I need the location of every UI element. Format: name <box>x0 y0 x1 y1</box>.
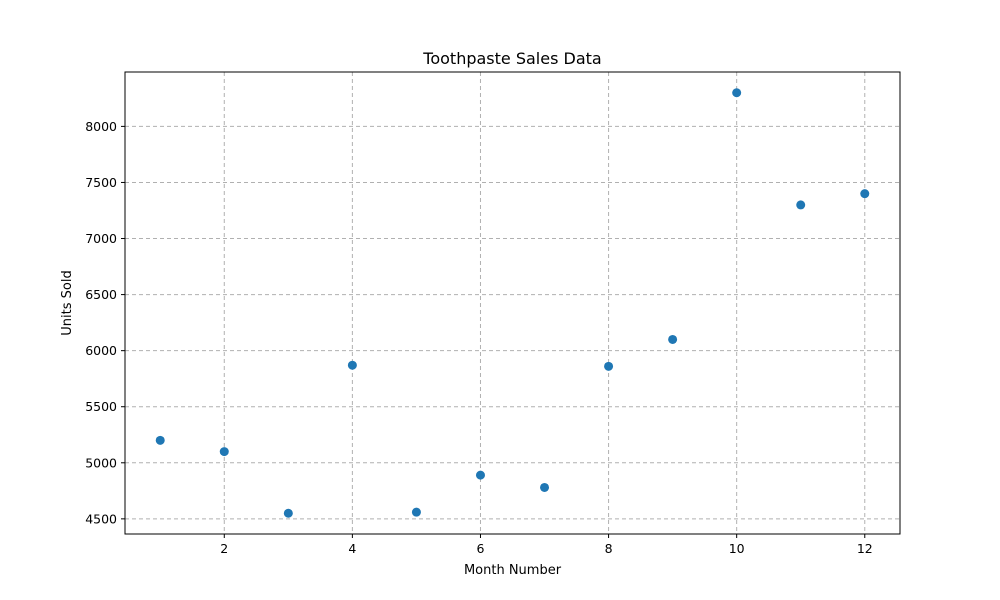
y-tick-label: 5000 <box>85 455 117 470</box>
x-tick-label: 8 <box>605 541 613 556</box>
y-axis-label: Units Sold <box>60 270 75 335</box>
x-axis-label: Month Number <box>464 563 562 578</box>
data-points <box>155 88 870 518</box>
x-tick-label: 4 <box>348 541 356 556</box>
data-point <box>668 334 678 344</box>
data-point <box>411 507 421 517</box>
data-point <box>860 189 870 199</box>
y-tick-label: 4500 <box>85 511 117 526</box>
x-axis-ticks: 2 4 6 8 10 12 <box>220 534 873 556</box>
data-point <box>732 88 742 98</box>
data-point <box>475 470 485 480</box>
y-tick-label: 7500 <box>85 175 117 190</box>
x-tick-label: 10 <box>729 541 745 556</box>
y-tick-label: 6000 <box>85 343 117 358</box>
chart-title: Toothpaste Sales Data <box>422 49 601 68</box>
x-tick-label: 6 <box>476 541 484 556</box>
x-tick-label: 12 <box>857 541 873 556</box>
data-point <box>283 508 293 518</box>
x-tick-label: 2 <box>220 541 228 556</box>
data-point <box>796 200 806 210</box>
y-axis-ticks: 4500 5000 5500 6000 6500 7000 7500 8000 <box>85 119 125 526</box>
y-tick-label: 7000 <box>85 231 117 246</box>
data-point <box>540 482 550 492</box>
plot-frame <box>124 71 901 535</box>
data-point <box>155 435 165 445</box>
data-point <box>219 447 229 457</box>
data-point <box>347 360 357 370</box>
data-point <box>604 361 614 371</box>
grid <box>125 72 900 534</box>
y-tick-label: 6500 <box>85 287 117 302</box>
y-tick-label: 5500 <box>85 399 117 414</box>
y-tick-label: 8000 <box>85 119 117 134</box>
